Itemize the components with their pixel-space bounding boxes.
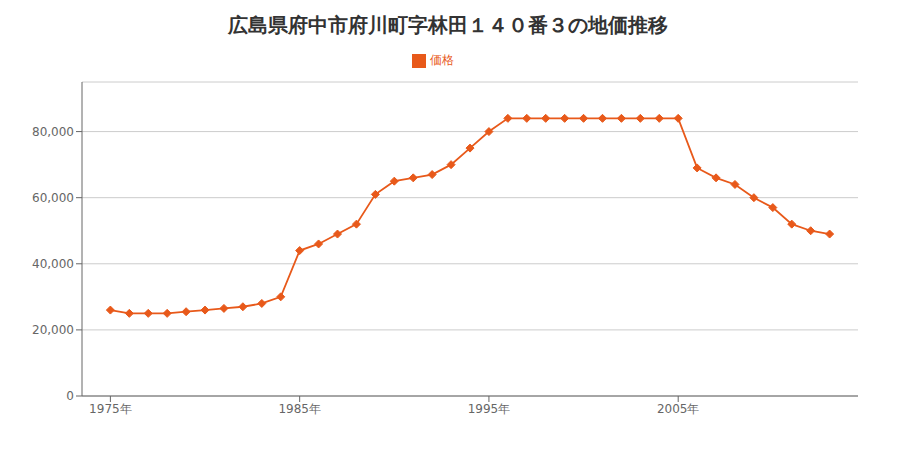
svg-text:60,000: 60,000	[32, 191, 74, 205]
svg-text:20,000: 20,000	[32, 323, 74, 337]
svg-text:40,000: 40,000	[32, 257, 74, 271]
svg-text:2005年: 2005年	[657, 402, 700, 416]
svg-text:1995年: 1995年	[468, 402, 511, 416]
svg-text:0: 0	[66, 389, 74, 403]
html-text:価格: 価格	[430, 53, 454, 67]
html-text:広島県府中市府川町字林田１４０番３の地価推移: 広島県府中市府川町字林田１４０番３の地価推移	[228, 13, 668, 37]
svg-text:1985年: 1985年	[278, 402, 321, 416]
svg-text:80,000: 80,000	[32, 125, 74, 139]
svg-text:1975年: 1975年	[89, 402, 132, 416]
